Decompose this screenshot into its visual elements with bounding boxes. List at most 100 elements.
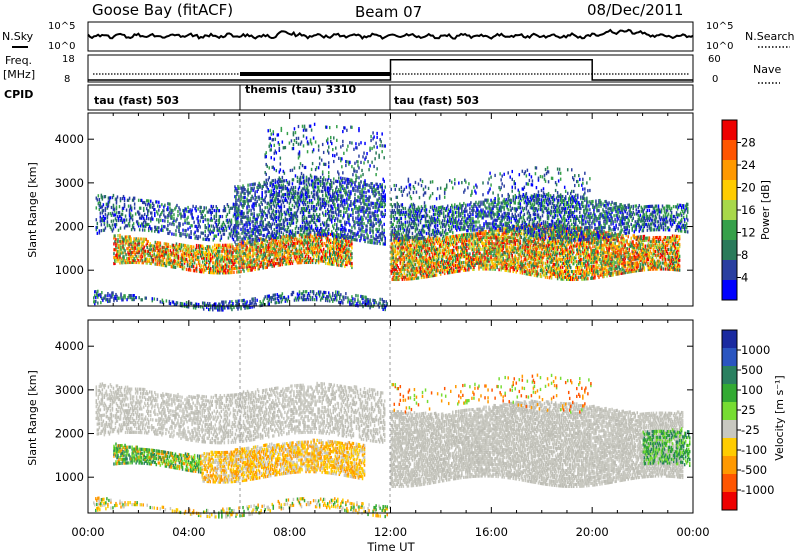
data-cell [156,256,159,261]
data-cell [354,192,356,197]
data-cell [241,265,243,270]
data-cell [350,244,352,248]
data-cell [255,263,257,267]
data-cell [343,238,345,243]
data-cell [201,213,203,218]
data-cell [264,225,266,229]
data-cell [321,241,324,245]
data-cell [242,237,244,241]
data-cell [114,259,116,264]
data-cell [234,240,236,244]
data-cell [235,299,237,303]
data-cell [310,251,313,255]
data-cell [262,262,264,266]
data-cell [185,302,188,307]
data-cell [101,205,104,209]
data-cell [266,261,268,265]
data-cell [146,257,148,261]
data-cell [337,247,339,251]
data-cell [214,271,216,275]
data-cell [253,252,255,256]
data-cell [327,262,330,266]
data-cell [236,303,238,307]
data-cell [188,264,191,268]
data-cell [262,234,264,238]
data-cell [243,251,245,256]
data-cell [205,303,208,308]
data-cell [333,239,335,243]
data-cell [274,248,277,252]
data-cell [217,265,219,269]
data-cell [253,305,255,309]
data-cell [299,243,302,247]
data-cell [143,237,145,241]
data-cell [374,209,376,214]
data-cell [271,232,274,236]
data-cell [111,229,114,233]
data-cell [168,214,170,218]
data-cell [355,216,357,220]
data-cell [264,246,266,250]
data-cell [100,219,103,223]
data-cell [291,203,294,208]
data-cell [156,250,159,255]
data-cell [286,299,289,303]
data-cell [235,248,237,253]
data-cell [129,295,131,300]
data-cell [298,233,301,237]
data-cell [297,261,300,265]
data-cell [279,241,282,245]
data-cell [135,254,137,259]
data-cell [219,249,221,253]
data-cell [325,233,328,237]
data-cell [179,303,182,308]
data-cell [281,257,284,261]
data-cell [289,234,292,238]
data-cell [127,198,130,202]
data-cell [95,218,98,222]
data-cell [341,242,343,246]
data-cell [277,263,280,267]
data-cell [346,220,348,225]
data-cell [276,236,279,240]
data-cell [223,228,226,232]
data-cell [210,218,213,222]
data-cell [341,236,343,240]
data-cell [141,251,143,255]
data-cell [182,257,185,261]
data-cell [319,298,322,302]
data-cell [235,220,237,224]
data-cell [267,189,269,194]
data-cell [191,255,194,259]
data-cell [167,242,170,247]
data-cell [264,212,266,216]
data-cell [177,256,180,260]
data-cell [381,297,383,302]
data-cell [236,222,238,226]
data-cell [267,229,269,233]
data-cell [328,252,331,256]
data-cell [263,250,265,254]
data-cell [146,259,148,263]
data-cell [377,214,379,218]
data-cell [319,179,322,184]
data-cell [246,232,248,237]
data-cell [210,212,213,216]
data-cell [228,269,230,273]
data-cell [226,247,228,251]
data-cell [365,295,367,299]
data-cell [195,263,198,267]
data-cell [213,216,216,220]
data-cell [142,241,144,245]
data-cell [244,195,246,200]
data-cell [247,236,249,240]
data-cell [175,250,178,254]
data-cell [128,218,131,222]
data-cell [120,247,122,251]
data-cell [264,217,266,222]
data-cell [273,264,276,268]
data-cell [251,264,253,268]
data-cell [101,197,104,201]
freq-tick-bottom: 8 [64,74,70,85]
data-cell [145,257,147,261]
